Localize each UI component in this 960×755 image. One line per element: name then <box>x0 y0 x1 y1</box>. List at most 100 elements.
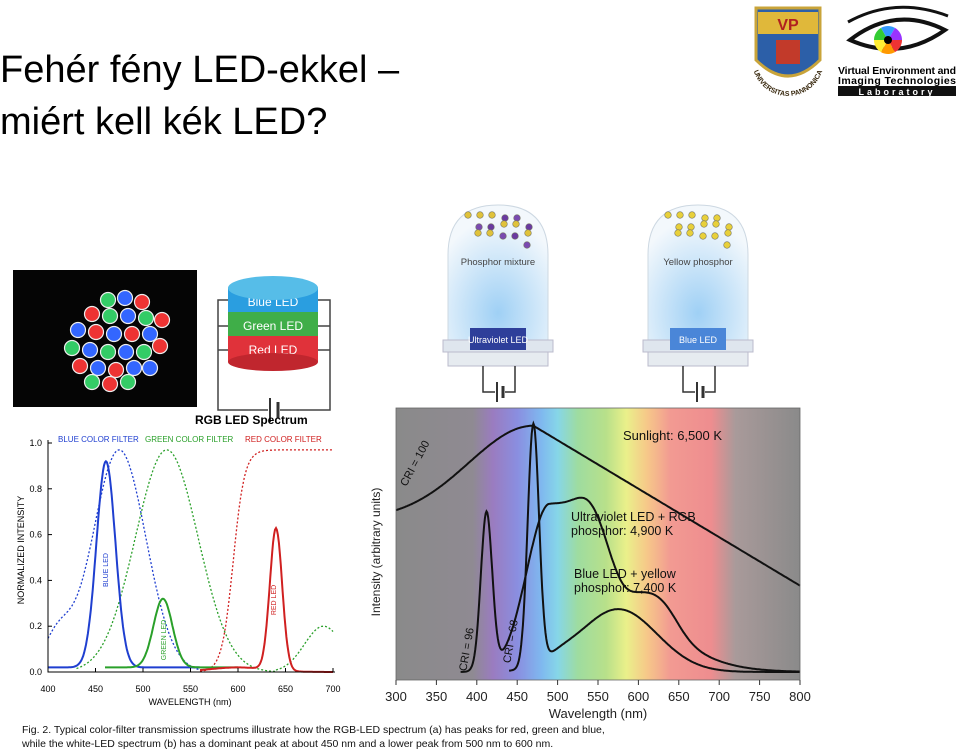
left-chart-title: RGB LED Spectrum <box>195 413 308 427</box>
led <box>71 357 89 375</box>
eye-iris <box>874 40 888 53</box>
phosphor-dot <box>500 220 508 228</box>
caption-line: Fig. 2. Typical color-filter transmissio… <box>22 724 605 736</box>
led-label: RED LED <box>271 585 278 615</box>
phosphor-dot <box>699 232 707 240</box>
led <box>153 311 171 329</box>
led <box>135 343 153 361</box>
led <box>101 307 119 325</box>
eye-iris <box>873 27 888 41</box>
y-axis-label: NORMALIZED INTENSITY <box>16 496 26 605</box>
x-tick-label: 750 <box>749 689 771 704</box>
led <box>107 361 125 379</box>
phosphor-dot <box>511 232 519 240</box>
phosphor-dot <box>674 229 682 237</box>
y-tick-label: 0.8 <box>29 484 42 494</box>
bulb-wire <box>482 366 516 393</box>
phosphor-dot <box>711 232 719 240</box>
led <box>101 375 119 393</box>
phosphor-dot <box>487 223 495 231</box>
eye-iris <box>888 40 902 53</box>
phosphor-dot <box>499 232 507 240</box>
bulb-phosphor: Phosphor mixture <box>461 257 535 268</box>
led <box>137 309 155 327</box>
eye-iris <box>881 40 896 55</box>
led <box>119 373 137 391</box>
x-axis-label: Wavelength (nm) <box>549 706 648 721</box>
led <box>99 343 117 361</box>
annotation: Blue LED + yellow <box>574 567 677 581</box>
y-tick-label: 0.4 <box>29 575 42 585</box>
filter-label: GREEN COLOR FILTER <box>145 435 234 444</box>
x-tick-label: 500 <box>547 689 569 704</box>
x-axis-label: WAVELENGTH (nm) <box>148 697 231 707</box>
led <box>105 325 123 343</box>
eye-iris <box>888 27 902 40</box>
phosphor-dot <box>687 223 695 231</box>
lab-text: Virtual Environment and <box>838 65 956 77</box>
annotation: Ultraviolet LED + RGB <box>571 510 696 524</box>
phosphor-dot <box>724 229 732 237</box>
phosphor-dot <box>686 229 694 237</box>
y-tick-label: 0.2 <box>29 621 42 631</box>
x-tick-label: 500 <box>135 684 150 694</box>
phosphor-dot <box>675 223 683 231</box>
stack-bottom <box>228 353 318 371</box>
y-axis-label: Intensity (arbitrary units) <box>369 488 383 617</box>
x-tick-label: 600 <box>230 684 245 694</box>
bulb-chip <box>470 328 526 350</box>
phosphor-dot <box>664 211 672 219</box>
y-tick-label: 1.0 <box>29 438 42 448</box>
crest-band <box>758 12 818 34</box>
filter-label: BLUE COLOR FILTER <box>58 435 139 444</box>
axis <box>47 440 335 673</box>
led-label: GREEN LED <box>161 620 168 660</box>
led <box>123 325 141 343</box>
annotation: Sunlight: 6,500 K <box>623 428 722 443</box>
annotation: phosphor: 7,400 K <box>574 581 677 595</box>
bulb-chip <box>670 328 726 350</box>
phosphor-dot <box>712 220 720 228</box>
led <box>133 293 151 311</box>
x-tick-label: 350 <box>426 689 448 704</box>
phosphor-dot <box>501 214 509 222</box>
bulb-phosphor: Yellow phosphor <box>663 257 732 268</box>
led <box>141 325 159 343</box>
phosphor-dot <box>512 220 520 228</box>
led <box>89 359 107 377</box>
x-tick-label: 650 <box>278 684 293 694</box>
x-tick-label: 700 <box>325 684 340 694</box>
led <box>83 373 101 391</box>
led <box>83 305 101 323</box>
crest-tower <box>776 40 800 64</box>
eye-brow <box>847 5 949 24</box>
bulb-foot <box>647 351 749 367</box>
led <box>87 323 105 341</box>
stack-top <box>228 276 318 300</box>
bulb-wire <box>682 366 716 393</box>
led-label: BLUE LED <box>103 553 110 587</box>
phosphor-dot <box>476 211 484 219</box>
led <box>99 291 117 309</box>
phosphor-dot <box>676 211 684 219</box>
x-tick-label: 400 <box>466 689 488 704</box>
led <box>141 359 159 377</box>
lab-text: Imaging Technologies <box>838 75 956 87</box>
spectrum-curve <box>275 625 334 671</box>
spectrum-curve <box>199 449 333 673</box>
phosphor-dot <box>688 211 696 219</box>
led <box>116 289 134 307</box>
phosphor-dot <box>513 214 521 222</box>
x-tick-label: 450 <box>506 689 528 704</box>
caption-line: while the white-LED spectrum (b) has a d… <box>21 738 553 750</box>
x-tick-label: 800 <box>789 689 811 704</box>
bulb-dome <box>647 204 749 341</box>
led <box>119 307 137 325</box>
phosphor-dot <box>713 214 721 222</box>
x-tick-label: 550 <box>587 689 609 704</box>
phosphor-dot <box>701 214 709 222</box>
led <box>151 337 169 355</box>
bulb-dome <box>447 204 549 341</box>
led-layer <box>228 312 318 338</box>
